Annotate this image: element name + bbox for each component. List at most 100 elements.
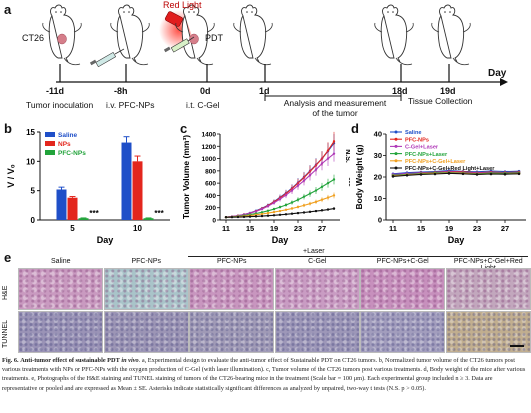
y-tick-label: 30 [374,151,382,160]
x-tick-label: 11 [222,224,230,233]
column-header: C-Gel [308,258,327,265]
he-stain-image [360,268,446,310]
bar [143,218,154,220]
data-point [296,205,300,209]
data-point [284,213,288,216]
y-axis-label: Tumor Volume (mm³) [181,135,191,219]
data-point [284,203,288,207]
legend-label: PFC-NPs [405,137,429,143]
histology-panel: +Laser Saline PFC-NPs PFC-NPs C-Gel PFC-NPs+… [0,248,531,354]
data-point [272,207,276,211]
y-tick-label: 20 [374,173,382,182]
legend-label: C-Gel+Laser [405,145,439,151]
data-point [302,211,306,214]
data-point [242,215,246,219]
y-tick-label: 1000 [202,156,217,163]
caption-lead: Fig. 6. [2,357,19,364]
timeline-axis-label: Day [488,68,507,79]
tunel-stain-image [18,311,104,353]
legend-marker [394,166,398,170]
data-point [320,185,324,189]
x-tick-label: 23 [294,224,302,233]
data-point [419,173,423,176]
pdt-label: PDT [205,33,223,43]
panel-a-schematic [42,4,508,101]
caption-title: Anti-tumor effect of sustainable PDT [20,357,120,364]
y-tick-label: 10 [374,194,382,203]
y-tick-label: 1200 [202,144,217,151]
data-point [326,181,330,185]
y-tick-label: 800 [205,168,216,175]
y-tick-label: 0 [31,216,36,225]
legend-swatch [45,150,55,155]
data-point [284,193,288,197]
data-point [308,173,312,177]
legend-marker [394,137,398,141]
row-label-he: H&E [2,285,9,300]
legend-marker [394,130,398,134]
data-point [266,209,270,212]
mouse-2-icon [110,4,150,66]
data-point [517,172,521,176]
legend-swatch [45,132,55,137]
data-point [447,172,451,175]
data-point [326,157,330,160]
data-point [290,212,294,215]
data-point [433,172,437,176]
caption-body: . a, Experimental design to evaluate the… [2,357,526,392]
data-point [405,173,409,177]
data-point [296,211,300,215]
legend-label: Saline [405,130,421,136]
legend-marker [394,159,398,163]
x-tick-label: 27 [318,224,326,233]
syringe-iv-icon [89,48,125,68]
analysis-label-line-1: Analysis and measurement [283,98,387,108]
x-tick-label: 27 [501,224,509,233]
he-stain-image [189,268,275,310]
event-label: i.t. C-Gel [186,100,220,110]
data-point [332,178,336,181]
y-axis-label: Body Weight (g) [354,144,364,209]
panel-d-label: d [351,121,359,136]
bar [132,161,143,220]
row-label-tunel: TUNNEL [2,319,9,348]
legend-label: PFC-NPs [58,150,86,157]
data-point [266,211,270,215]
legend-marker [394,152,398,156]
chart-b-normalized-volume: 0 5 10 15 V / V₀ Day 5 *** 10 *** Saline NPs PFC-NPs [6,128,170,245]
x-tick-label: 11 [389,224,397,233]
data-point [314,189,318,192]
data-point [272,201,276,204]
caption-title-italic: in vivo [121,357,139,364]
chart-d-body-weight: 0 10 20 30 40 11 15 19 23 27 Body Weight (g) Day Sal… [354,130,526,245]
timeline-ticks [59,64,450,82]
annotation-significance: *** [344,177,350,187]
data-point [308,192,312,195]
data-point [503,172,507,176]
x-axis-label: Day [272,235,289,245]
data-point [290,189,294,192]
x-tick-label: 19 [270,224,278,233]
timepoint-day: 0d [200,86,211,96]
legend-label: Saline [58,132,78,139]
legend-label: PFC-NPs+C-Gel+Laser [405,159,466,165]
column-header: PFC-NPs [131,258,162,265]
timepoint-day: 19d [440,86,456,96]
data-point [296,198,300,201]
data-point [391,175,395,178]
event-label: Tumor inoculation [26,100,94,110]
bar [67,197,78,220]
y-tick-label: 40 [374,130,382,139]
data-point [332,194,336,197]
data-point [278,213,282,216]
he-stain-image [274,268,360,310]
analysis-label: Analysis and measurement of the tumor [280,98,390,118]
data-point [224,216,228,219]
y-tick-label: 200 [205,205,216,212]
y-tick-label: 600 [205,181,216,188]
tunel-stain-image [360,311,446,353]
chart-c-tumor-volume: 0 200 400 600 800 1000 1200 1400 11 15 19 23 27 Tumor… [181,132,350,246]
timepoint-day: -11d [46,86,65,96]
data-point [320,209,324,212]
data-point [278,209,282,213]
